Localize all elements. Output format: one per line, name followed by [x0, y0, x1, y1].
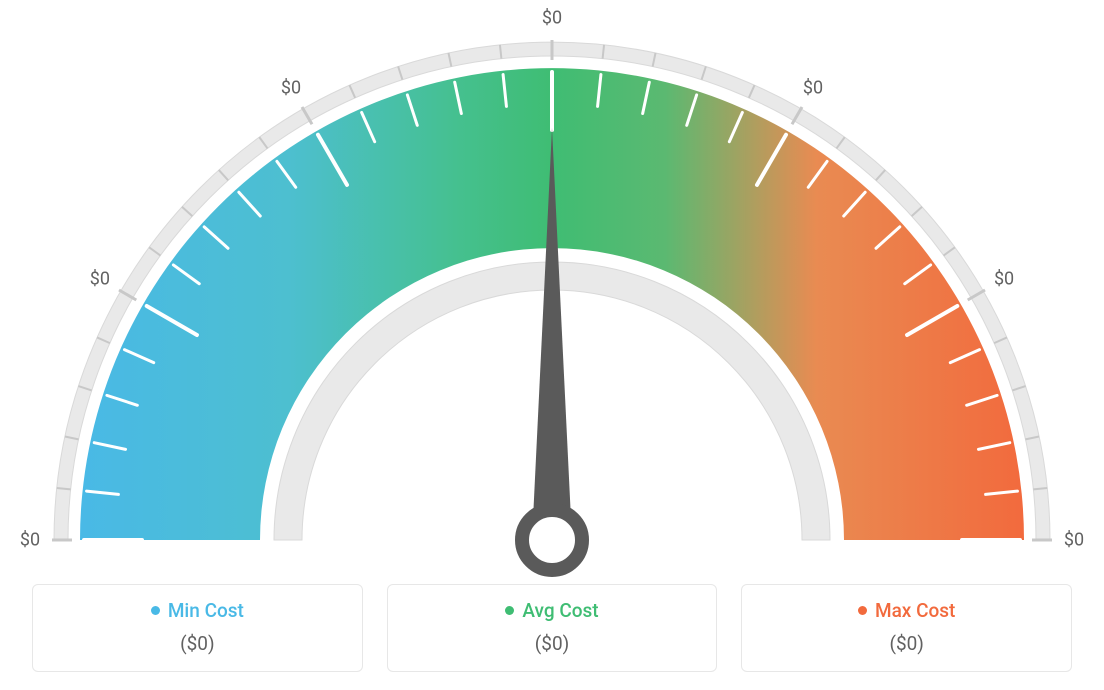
- legend-label-min: Min Cost: [168, 599, 244, 622]
- legend-card-avg: Avg Cost ($0): [387, 584, 718, 672]
- gauge-svg: [32, 20, 1072, 580]
- legend-card-max: Max Cost ($0): [741, 584, 1072, 672]
- gauge-chart: $0$0$0$0$0$0$0: [32, 20, 1072, 580]
- gauge-tick-label: $0: [20, 530, 40, 551]
- legend-row: Min Cost ($0) Avg Cost ($0) Max Cost ($0…: [32, 584, 1072, 672]
- legend-title-avg: Avg Cost: [398, 599, 707, 622]
- legend-label-max: Max Cost: [875, 599, 955, 622]
- legend-dot-min: [151, 606, 160, 615]
- legend-value-min: ($0): [43, 632, 352, 655]
- gauge-tick-label: $0: [90, 269, 110, 290]
- legend-dot-max: [858, 606, 867, 615]
- gauge-tick-label: $0: [281, 77, 301, 98]
- gauge-tick-label: $0: [803, 77, 823, 98]
- gauge-tick-label: $0: [542, 8, 562, 29]
- legend-label-avg: Avg Cost: [522, 599, 598, 622]
- legend-title-min: Min Cost: [43, 599, 352, 622]
- gauge-tick-label: $0: [1064, 530, 1084, 551]
- legend-dot-avg: [505, 606, 514, 615]
- legend-value-avg: ($0): [398, 632, 707, 655]
- legend-title-max: Max Cost: [752, 599, 1061, 622]
- legend-card-min: Min Cost ($0): [32, 584, 363, 672]
- gauge-tick-label: $0: [994, 269, 1014, 290]
- legend-value-max: ($0): [752, 632, 1061, 655]
